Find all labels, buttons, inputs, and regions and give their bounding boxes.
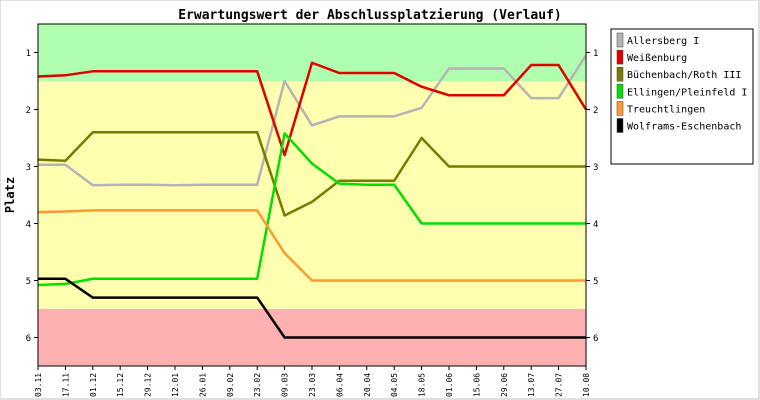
x-tick-label: 17.11 — [61, 373, 70, 397]
legend-swatch — [616, 32, 624, 48]
series-line-4 — [37, 132, 586, 287]
x-tick-label: 23.02 — [253, 373, 262, 397]
y-axis-left: 1 2 3 4 5 6 — [26, 49, 38, 344]
series-line-2 — [37, 61, 588, 157]
y-tick-label-left: 4 — [26, 220, 31, 230]
legend-swatch — [616, 118, 624, 133]
x-tick-label: 09.02 — [226, 373, 235, 397]
legend-box — [610, 28, 754, 165]
y-axis-right: 1 2 3 4 5 6 — [586, 49, 598, 344]
x-tick-label: 06.04 — [335, 373, 344, 397]
legend-label: Ellingen/Pleinfeld I — [627, 87, 747, 98]
legend-swatch — [616, 49, 624, 65]
series-line-1 — [38, 54, 588, 187]
legend-label: Wolframs-Eschenbach — [627, 122, 741, 133]
legend-swatch — [616, 101, 624, 116]
y-tick-label-right: 4 — [593, 220, 598, 230]
x-tick-label: 12.01 — [171, 373, 180, 397]
y-tick-label-left: 3 — [26, 163, 31, 173]
series-line-3 — [37, 131, 586, 217]
x-tick-label: 20.04 — [363, 373, 372, 397]
legend-label: Weißenburg — [627, 53, 687, 64]
x-tick-label: 01.06 — [445, 373, 454, 397]
x-tick-label: 29.12 — [144, 373, 153, 397]
x-tick-label: 15.12 — [116, 373, 125, 397]
x-tick-label: 13.07 — [527, 373, 536, 397]
x-tick-label: 26.01 — [198, 373, 207, 397]
legend-swatch — [616, 66, 624, 82]
x-tick-label: 10.08 — [582, 373, 591, 397]
series-line-6 — [38, 277, 586, 339]
y-tick-label-left: 1 — [26, 49, 31, 59]
y-tick-label-left: 2 — [26, 106, 31, 116]
x-tick-label: 27.07 — [555, 373, 564, 397]
x-tick-label: 01.12 — [89, 373, 98, 397]
y-tick-label-right: 6 — [593, 334, 598, 344]
x-tick-label: 04.05 — [390, 373, 399, 397]
legend-label: Büchenbach/Roth III — [627, 70, 741, 81]
background-zones — [38, 24, 586, 366]
series-layer — [37, 54, 588, 339]
y-tick-label-right: 1 — [593, 49, 598, 59]
x-tick-label: 09.03 — [281, 373, 290, 397]
series-line-5 — [37, 209, 586, 282]
y-tick-label-right: 5 — [593, 277, 598, 287]
legend-label: Treuchtlingen — [627, 104, 705, 115]
y-tick-label-right: 3 — [593, 163, 598, 173]
y-tick-label-right: 2 — [593, 106, 598, 116]
legend-swatch — [616, 84, 624, 99]
legend: Allersberg I Weißenburg Büchenbach/Roth II… — [610, 28, 754, 165]
y-tick-label-left: 5 — [26, 277, 31, 287]
x-tick-label: 18.05 — [418, 373, 427, 397]
x-tick-label: 29.06 — [500, 373, 509, 397]
x-axis: 03.11 17.11 01.12 15.12 29.12 12.01 26.01 09.02… — [34, 366, 591, 397]
x-tick-label: 23.03 — [308, 373, 317, 397]
y-axis-label: Platz — [3, 177, 17, 213]
zone-2 — [38, 81, 586, 309]
x-tick-label: 03.11 — [34, 373, 43, 397]
y-tick-label-left: 6 — [26, 334, 31, 344]
chart-title: Erwartungswert der Abschlussplatzierung … — [178, 8, 562, 23]
x-tick-label: 15.06 — [472, 373, 481, 397]
legend-label: Allersberg I — [627, 36, 699, 47]
